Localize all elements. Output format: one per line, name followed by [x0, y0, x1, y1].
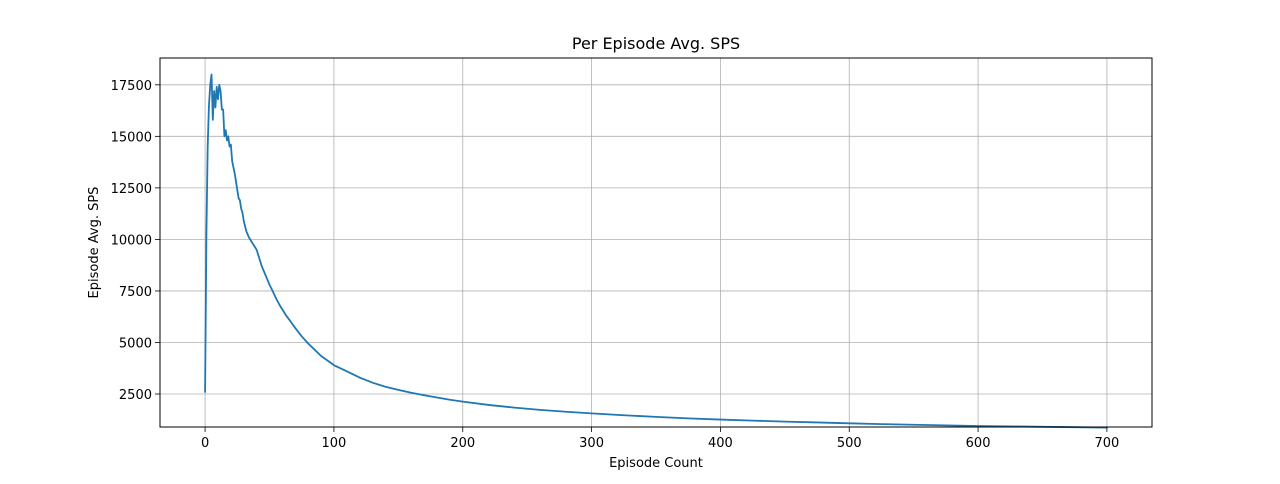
x-tick-label: 500	[837, 436, 862, 451]
axis-ticks: 0 100 200 300 400 500 600 700 2500 5000 7500 10000 1…	[111, 79, 1120, 451]
x-tick-label: 300	[579, 436, 604, 451]
x-tick-label: 200	[450, 436, 475, 451]
y-tick-label: 7500	[119, 285, 152, 300]
x-axis-label: Episode Count	[609, 456, 703, 471]
plot-area-frame	[159, 57, 1153, 428]
series-line	[204, 73, 1108, 429]
y-axis-label: Episode Avg. SPS	[87, 187, 102, 299]
x-tick-label: 700	[1094, 436, 1119, 451]
y-tick-label: 17500	[111, 79, 152, 94]
y-tick-label: 15000	[111, 130, 152, 145]
series-layer	[204, 73, 1108, 429]
x-tick-label: 600	[966, 436, 991, 451]
y-tick-label: 10000	[111, 233, 152, 248]
y-tick-label: 2500	[119, 388, 152, 403]
y-tick-label: 12500	[111, 182, 152, 197]
x-tick-label: 100	[322, 436, 347, 451]
x-tick-label: 0	[201, 436, 209, 451]
chart-title: Per Episode Avg. SPS	[572, 34, 740, 53]
grid-lines	[160, 58, 1152, 427]
y-tick-label: 5000	[119, 336, 152, 351]
x-tick-label: 400	[708, 436, 733, 451]
